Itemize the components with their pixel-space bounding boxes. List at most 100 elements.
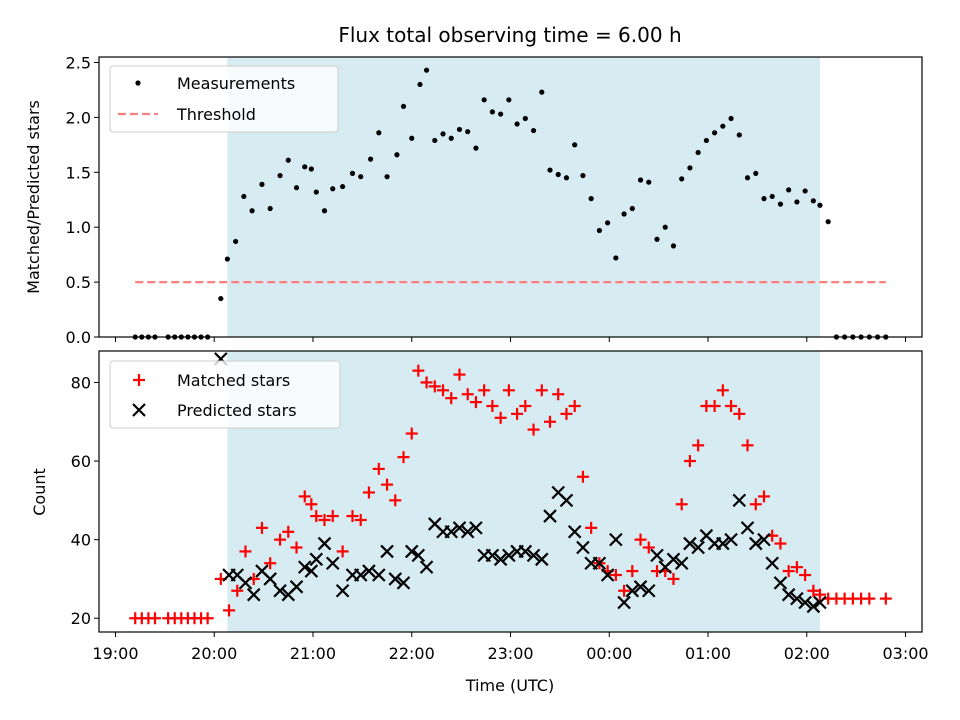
measurements-point bbox=[786, 187, 792, 193]
measurements-point bbox=[802, 188, 808, 194]
measurements-point bbox=[313, 189, 319, 195]
predicted-stars-point bbox=[534, 552, 549, 567]
x-tick-label: 21:00 bbox=[290, 644, 336, 663]
matched-stars-point bbox=[336, 545, 349, 558]
matched-stars-point bbox=[239, 545, 252, 558]
measurements-point bbox=[241, 193, 247, 200]
predicted-stars-point bbox=[460, 525, 475, 539]
predicted-stars-point bbox=[388, 572, 403, 586]
x-stroke-b bbox=[806, 599, 821, 614]
count-legend-box bbox=[109, 360, 341, 429]
x-stroke-b bbox=[317, 536, 332, 551]
measurements-point bbox=[613, 255, 619, 261]
x-stroke-b bbox=[765, 556, 779, 571]
predicted-stars-point bbox=[798, 595, 812, 610]
matched-stars-point bbox=[461, 388, 474, 401]
measurements-point bbox=[358, 174, 364, 180]
measurements-point bbox=[522, 115, 528, 122]
matched-stars-point bbox=[148, 612, 161, 625]
x-stroke-b bbox=[617, 595, 631, 610]
x-stroke-b bbox=[411, 548, 426, 563]
measurements-point bbox=[563, 175, 570, 181]
matched-stars-point bbox=[264, 557, 277, 570]
predicted-stars-point bbox=[404, 544, 419, 559]
predicted-stars-point bbox=[304, 564, 319, 578]
x-stroke-b bbox=[396, 576, 411, 590]
matched-stars-point bbox=[223, 604, 236, 617]
matched-stars-point bbox=[535, 384, 548, 397]
predicted-stars-point bbox=[297, 560, 312, 574]
predicted-stars-point bbox=[559, 493, 574, 508]
chart-title: Flux total observing time = 6.00 h bbox=[338, 23, 681, 47]
predicted-stars-point bbox=[674, 556, 689, 571]
matched-stars-point bbox=[692, 439, 705, 452]
predicted-stars-point bbox=[683, 536, 697, 551]
count-x-ticks: 19:00 20:00 21:00 22:00 23:00 00:00 01:00 02:00… bbox=[92, 632, 929, 663]
x-stroke-b bbox=[551, 485, 566, 500]
measurements-point bbox=[456, 126, 463, 133]
predicted-stars-point bbox=[419, 560, 434, 574]
ratio-y-tick-label: 1.0 bbox=[66, 218, 91, 237]
ratio-y-tick-label: 0.5 bbox=[66, 273, 91, 292]
matched-stars-point bbox=[716, 384, 729, 397]
measurements-point bbox=[605, 220, 611, 226]
x-stroke-b bbox=[335, 583, 350, 598]
measurements-point bbox=[400, 103, 407, 110]
measurements-point bbox=[712, 130, 718, 136]
measurements-point bbox=[249, 208, 255, 214]
ratio-y-axis-label: Matched/Predicted stars bbox=[24, 100, 43, 294]
x-stroke-b bbox=[469, 521, 483, 535]
predicted-stars-point bbox=[317, 536, 332, 551]
matched-stars-point bbox=[274, 533, 287, 546]
legend-measurements-marker bbox=[135, 80, 141, 86]
x-stroke-b bbox=[625, 583, 640, 598]
x-stroke-b bbox=[666, 552, 681, 567]
matched-stars-point bbox=[298, 490, 311, 503]
measurements-point bbox=[259, 181, 265, 187]
predicted-stars-point bbox=[650, 548, 664, 563]
predicted-stars-point bbox=[716, 536, 730, 551]
matched-stars-point bbox=[879, 592, 892, 605]
predicted-stars-point bbox=[813, 595, 827, 610]
predicted-stars-point bbox=[748, 536, 763, 551]
x-stroke-b bbox=[297, 560, 312, 574]
predicted-stars-point bbox=[485, 548, 500, 563]
x-stroke-b bbox=[691, 540, 705, 555]
x-stroke-b bbox=[428, 517, 442, 531]
x-axis-label: Time (UTC) bbox=[465, 676, 554, 695]
count-y-tick-label: 60 bbox=[71, 452, 91, 471]
x-stroke-b bbox=[781, 587, 796, 602]
predicted-stars-point bbox=[691, 540, 705, 555]
x-stroke-b bbox=[230, 568, 245, 582]
measurements-point bbox=[539, 89, 545, 95]
matched-stars-point bbox=[725, 400, 738, 413]
x-stroke-b bbox=[289, 580, 304, 594]
measurements-point bbox=[218, 295, 224, 302]
ratio-y-tick-label: 2.5 bbox=[66, 53, 91, 72]
x-stroke-b bbox=[444, 525, 459, 539]
matched-stars-point bbox=[757, 490, 770, 503]
predicted-stars-point bbox=[238, 576, 253, 590]
matched-stars-point bbox=[318, 513, 331, 526]
measurements-point bbox=[448, 135, 454, 141]
measurements-point bbox=[817, 202, 823, 208]
measurements-point bbox=[679, 176, 685, 182]
measurements-point bbox=[621, 211, 627, 217]
measurements-point bbox=[330, 186, 336, 192]
count-y-tick-label: 80 bbox=[71, 373, 91, 392]
matched-stars-point bbox=[568, 400, 581, 413]
x-stroke-b bbox=[748, 536, 763, 551]
measurements-point bbox=[629, 205, 635, 212]
x-stroke-b bbox=[304, 564, 319, 578]
x-stroke-b bbox=[724, 532, 738, 547]
x-stroke-b bbox=[372, 568, 386, 582]
predicted-stars-point bbox=[781, 587, 796, 602]
predicted-stars-point bbox=[633, 580, 648, 594]
measurements-point bbox=[432, 137, 438, 144]
matched-stars-point bbox=[667, 572, 680, 585]
matched-stars-point bbox=[511, 407, 524, 420]
matched-stars-point bbox=[618, 584, 631, 597]
measurements-point bbox=[489, 109, 495, 115]
matched-stars-point bbox=[397, 451, 410, 464]
matched-stars-point bbox=[494, 411, 507, 424]
